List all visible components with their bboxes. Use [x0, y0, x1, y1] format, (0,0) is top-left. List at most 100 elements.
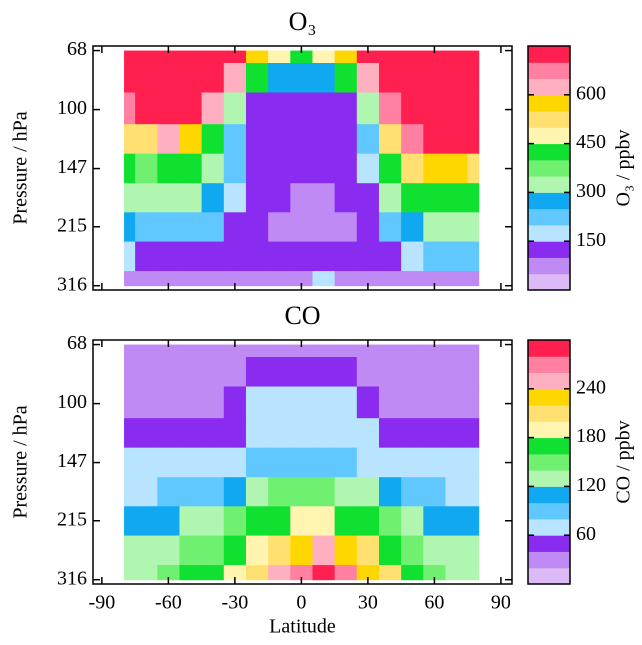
contour-cell	[245, 183, 269, 213]
y-tick-label: 68	[67, 38, 87, 60]
colorbar-tick-label: 60	[576, 523, 596, 545]
contour-cell	[378, 271, 402, 287]
colorbar-segment	[528, 372, 570, 390]
contour-cell	[423, 447, 446, 478]
contour-cell	[401, 50, 424, 64]
contour-cell	[179, 565, 203, 581]
contour-cell	[334, 506, 358, 537]
contour-cell	[423, 357, 446, 388]
contour-cell	[223, 447, 247, 478]
contour-cell	[312, 124, 336, 155]
contour-cell	[467, 357, 480, 388]
contour-cell	[135, 92, 158, 125]
contour-cell	[445, 447, 469, 478]
contour-cell	[157, 418, 180, 449]
contour-cell	[423, 535, 446, 566]
contour-cell	[445, 344, 469, 358]
contour-cell	[445, 386, 469, 419]
contour-cell	[334, 153, 358, 184]
contour-cell	[378, 212, 402, 243]
contour-cell	[312, 418, 336, 449]
contour-cell	[445, 418, 469, 449]
contour-cell	[223, 357, 247, 388]
colorbar-segment	[528, 94, 570, 112]
contour-cell	[401, 183, 424, 213]
contour-cell	[356, 565, 380, 581]
contour-cell	[124, 565, 136, 581]
contour-cell	[445, 183, 469, 213]
contour-cell	[423, 153, 446, 184]
colorbar-segment	[528, 486, 570, 504]
contour-cell	[290, 50, 313, 64]
contour-cell	[445, 241, 469, 272]
contour-cell	[124, 241, 136, 272]
contour-cell	[423, 418, 446, 449]
contour-cell	[445, 357, 469, 388]
contour-cell	[312, 212, 336, 243]
contour-cell	[223, 506, 247, 537]
colorbar-label: O₃ / ppbv	[613, 130, 635, 207]
contour-cell	[423, 50, 446, 64]
contour-cell	[245, 344, 269, 358]
contour-cell	[245, 212, 269, 243]
contour-cell	[312, 241, 336, 272]
contour-cell	[179, 477, 203, 507]
contour-cell	[312, 92, 336, 125]
contour-cell	[201, 447, 225, 478]
contour-cell	[135, 535, 158, 566]
contour-cell	[378, 418, 402, 449]
contour-cell	[423, 477, 446, 507]
contour-cell	[268, 477, 291, 507]
contour-cell	[467, 477, 480, 507]
contour-cell	[312, 183, 336, 213]
contour-cell	[467, 344, 480, 358]
contour-cell	[124, 418, 136, 449]
contour-cell	[179, 386, 203, 419]
colorbar-tick-label: 120	[576, 474, 606, 496]
contour-cell	[445, 63, 469, 94]
contour-cell	[356, 124, 380, 155]
contour-cell	[135, 418, 158, 449]
contour-cell	[157, 63, 180, 94]
contour-cell	[179, 418, 203, 449]
contour-cell	[334, 63, 358, 94]
colorbar-segment	[528, 518, 570, 536]
contour-cell	[201, 386, 225, 419]
contour-cell	[312, 357, 336, 388]
contour-cell	[268, 212, 291, 243]
y-tick-label: 316	[57, 273, 87, 295]
contour-cell	[356, 241, 380, 272]
contour-cell	[334, 357, 358, 388]
contour-cell	[179, 153, 203, 184]
contour-cell	[401, 565, 424, 581]
contour-cell	[467, 271, 480, 287]
contour-cell	[356, 63, 380, 94]
contour-cell	[401, 447, 424, 478]
colorbar-segment	[528, 208, 570, 226]
contour-cell	[135, 124, 158, 155]
contour-cell	[378, 50, 402, 64]
contour-cell	[334, 535, 358, 566]
colorbar-segment	[528, 257, 570, 275]
contour-cell	[223, 386, 247, 419]
contour-cell	[245, 271, 269, 287]
contour-cell	[201, 50, 225, 64]
contour-cell	[157, 241, 180, 272]
contour-cell	[445, 124, 469, 155]
contour-cell	[179, 357, 203, 388]
contour-cell	[312, 565, 336, 581]
contour-cell	[401, 63, 424, 94]
contour-cell	[401, 535, 424, 566]
contour-cell	[201, 212, 225, 243]
colorbar-segment	[528, 437, 570, 455]
contour-cell	[157, 124, 180, 155]
y-tick-label: 147	[57, 156, 87, 178]
contour-cell	[378, 241, 402, 272]
contour-cell	[378, 92, 402, 125]
contour-cell	[423, 63, 446, 94]
x-tick-label: 0	[296, 592, 306, 614]
contour-cell	[124, 506, 136, 537]
contour-cell	[356, 153, 380, 184]
contour-cell	[135, 183, 158, 213]
contour-cell	[467, 92, 480, 125]
